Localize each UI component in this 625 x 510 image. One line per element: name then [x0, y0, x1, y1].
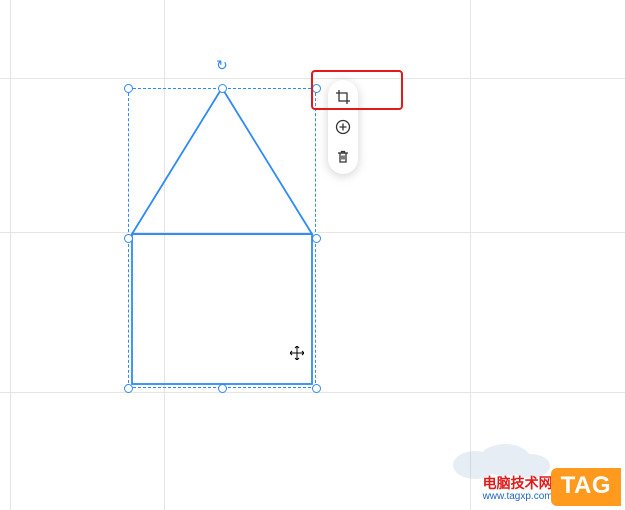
rotation-handle[interactable]: ↻ [216, 58, 228, 72]
watermark-title: 电脑技术网 [483, 473, 553, 493]
tag-badge: TAG [551, 468, 621, 506]
selection-bounding-box[interactable] [128, 88, 316, 388]
resize-handle-nw[interactable] [124, 84, 133, 93]
add-icon[interactable] [334, 118, 352, 136]
watermark: 电脑技术网 www.tagxp.com TAG [483, 468, 621, 506]
resize-handle-n[interactable] [218, 84, 227, 93]
drawing-canvas[interactable]: ↻ [0, 0, 625, 510]
resize-handle-sw[interactable] [124, 384, 133, 393]
watermark-url: www.tagxp.com [483, 491, 553, 502]
annotation-highlight-box [311, 70, 403, 110]
delete-icon[interactable] [334, 148, 352, 166]
resize-handle-s[interactable] [218, 384, 227, 393]
resize-handle-w[interactable] [124, 234, 133, 243]
resize-handle-e[interactable] [312, 234, 321, 243]
move-cursor-icon [290, 346, 304, 362]
resize-handle-se[interactable] [312, 384, 321, 393]
